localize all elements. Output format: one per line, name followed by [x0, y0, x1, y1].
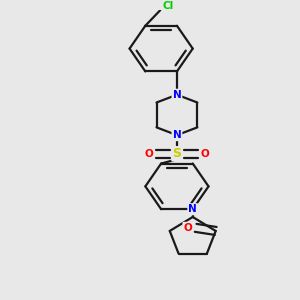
Text: O: O: [184, 223, 192, 233]
Text: N: N: [172, 90, 181, 100]
Text: O: O: [200, 149, 209, 159]
Text: N: N: [172, 130, 181, 140]
Text: O: O: [145, 149, 153, 159]
Text: Cl: Cl: [162, 1, 173, 10]
Text: N: N: [188, 204, 197, 214]
Text: S: S: [172, 147, 182, 160]
